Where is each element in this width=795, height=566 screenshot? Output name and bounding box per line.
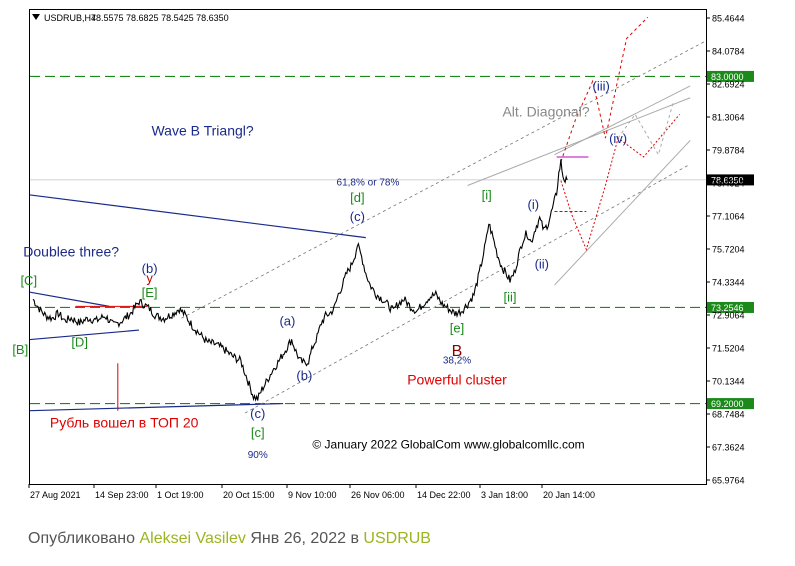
level-label: 69.2000: [711, 399, 744, 409]
level-label-box: [707, 301, 754, 313]
level-label-box: [707, 70, 754, 82]
wave-label: (iii): [592, 79, 609, 94]
chart-annotation: Alt. Diagonal?: [502, 104, 589, 120]
trend-line: [29, 194, 366, 239]
wave-label: (iv): [609, 131, 627, 146]
footer-prefix: Опубликовано: [28, 530, 136, 547]
wave-label: (a): [279, 313, 295, 328]
x-tick-label: 14 Sep 23:00: [95, 490, 149, 500]
trend-line: [554, 140, 691, 286]
y-tick-label: 74.3344: [712, 278, 745, 288]
wave-label: (b): [142, 261, 158, 276]
chart-annotation: 90%: [248, 450, 268, 461]
y-tick-label: 77.1064: [712, 212, 745, 222]
y-tick-label: 72.9064: [712, 311, 745, 321]
level-label-box: [707, 174, 754, 186]
x-tick-label: 27 Aug 2021: [30, 490, 81, 500]
forecast-path: [560, 16, 649, 162]
wave-label: (i): [528, 197, 540, 212]
wave-label: [E]: [142, 285, 158, 300]
wave-label: (b): [296, 368, 312, 383]
wave-label: (ii): [535, 256, 549, 271]
footer-preposition: в: [350, 530, 359, 547]
header-arrow-icon: [32, 14, 40, 20]
wave-label: B: [452, 343, 463, 360]
x-tick-label: 14 Dec 22:00: [417, 490, 471, 500]
wave-label: [d]: [350, 190, 364, 205]
wave-label: [D]: [71, 335, 88, 350]
wave-label: (c): [350, 209, 365, 224]
y-tick-label: 75.7204: [712, 245, 745, 255]
y-tick-label: 70.1344: [712, 377, 745, 387]
wave-label: [C]: [20, 273, 37, 288]
trend-line: [244, 163, 691, 414]
chart-annotation: 61,8% or 78%: [337, 177, 400, 188]
trend-line: [467, 97, 691, 186]
symbol-link[interactable]: USDRUB: [363, 530, 431, 547]
x-tick-label: 3 Jan 18:00: [481, 490, 528, 500]
x-tick-label: 1 Oct 19:00: [157, 490, 204, 500]
wave-label: [e]: [450, 320, 464, 335]
y-tick-label: 68.7484: [712, 410, 745, 420]
author-link[interactable]: Aleksei Vasilev: [139, 530, 246, 547]
wave-label: (c): [250, 406, 265, 421]
level-label: 83.0000: [711, 72, 744, 82]
wave-label: [ii]: [504, 290, 517, 305]
x-tick-label: 20 Oct 15:00: [223, 490, 275, 500]
wave-label: [B]: [12, 342, 28, 357]
price-line: [32, 159, 568, 402]
chart-header: USDRUB,H4: [44, 13, 96, 23]
ohlc-header: 78.5575 78.6825 78.5425 78.6350: [91, 13, 229, 23]
chart-annotation: 38,2%: [443, 355, 471, 366]
y-tick-label: 65.9764: [712, 476, 745, 486]
x-tick-label: 20 Jan 14:00: [543, 490, 595, 500]
y-tick-label: 85.4644: [712, 14, 745, 24]
y-tick-label: 79.8784: [712, 146, 745, 156]
forecast-path: [617, 102, 674, 156]
level-label: 73.2546: [711, 303, 744, 313]
trend-line: [181, 40, 707, 319]
trend-line: [29, 329, 140, 341]
y-tick-label: 82.6924: [712, 80, 745, 90]
x-tick-label: 26 Nov 06:00: [351, 490, 405, 500]
trend-line: [29, 291, 110, 307]
y-tick-label: 71.5204: [712, 344, 745, 354]
y-tick-label: 78.4924: [712, 179, 745, 189]
chart-annotation: Doublee three?: [23, 244, 119, 260]
wave-label: [c]: [251, 425, 265, 440]
wave-label: [i]: [482, 188, 492, 203]
forecast-path: [560, 114, 680, 251]
wave-label: y: [146, 271, 153, 286]
y-tick-label: 67.3624: [712, 443, 745, 453]
y-tick-label: 81.3064: [712, 113, 745, 123]
y-tick-label: 84.0784: [712, 47, 745, 57]
plot-frame: [29, 9, 707, 485]
chart-annotation: Wave B Triangl?: [151, 123, 253, 139]
level-label: 78.6350: [711, 175, 744, 185]
chart-annotation: Powerful cluster: [407, 372, 507, 388]
trend-line: [554, 85, 691, 156]
x-tick-label: 9 Nov 10:00: [288, 490, 337, 500]
level-label-box: [707, 398, 754, 410]
trend-line: [29, 402, 284, 412]
chart-annotation: © January 2022 GlobalCom www.globalcomll…: [312, 438, 584, 452]
chart-annotation: Рубль вошел в ТОП 20: [50, 414, 199, 430]
footer-date: Янв 26, 2022: [250, 530, 346, 547]
publication-footer: Опубликовано Aleksei Vasilev Янв 26, 202…: [28, 530, 431, 548]
